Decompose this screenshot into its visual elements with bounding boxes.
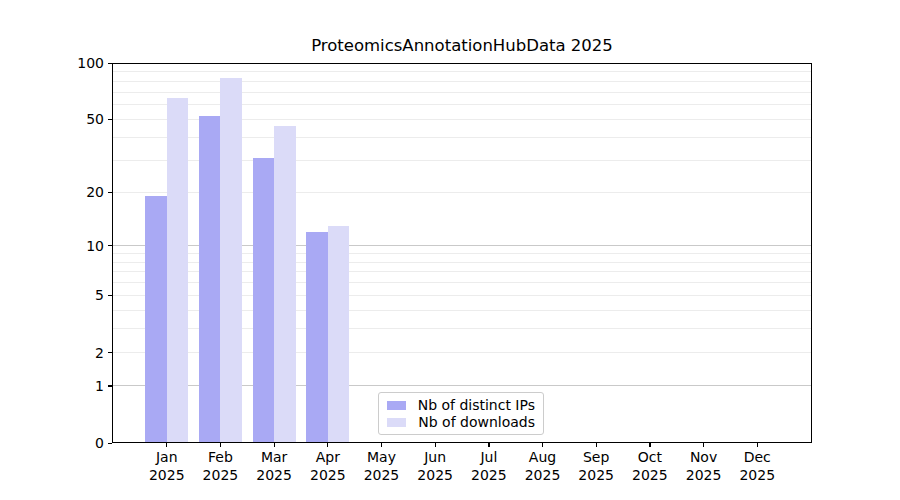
legend: Nb of distinct IPs Nb of downloads bbox=[378, 392, 544, 435]
y-tick-50 bbox=[108, 119, 112, 120]
x-tick-dec-2025 bbox=[757, 443, 758, 447]
legend-swatch-distinct-ips bbox=[387, 401, 406, 410]
x-tick-oct-2025 bbox=[649, 443, 650, 447]
legend-label-downloads: Nb of downloads bbox=[418, 415, 535, 430]
y-tick-label-5: 5 bbox=[54, 287, 104, 303]
y-tick-2 bbox=[108, 352, 112, 353]
y-tick-20 bbox=[108, 192, 112, 193]
y-tick-label-50: 50 bbox=[54, 111, 104, 127]
gridline-80 bbox=[112, 81, 812, 82]
download-stats-chart: ProteomicsAnnotationHubData 2025 0 1 2 5 10 2… bbox=[0, 0, 900, 500]
y-tick-label-20: 20 bbox=[54, 184, 104, 200]
bar-nb-of-distinct-ips-mar-2025 bbox=[253, 158, 274, 443]
x-tick-aug-2025 bbox=[542, 443, 543, 447]
bar-nb-of-downloads-apr-2025 bbox=[328, 226, 349, 443]
gridline-100 bbox=[112, 63, 812, 64]
gridline-90 bbox=[112, 71, 812, 72]
y-tick-label-100: 100 bbox=[54, 55, 104, 71]
y-tick-1 bbox=[108, 385, 112, 386]
x-tick-jan-2025 bbox=[166, 443, 167, 447]
x-tick-apr-2025 bbox=[327, 443, 328, 447]
gridline-70 bbox=[112, 92, 812, 93]
bar-nb-of-distinct-ips-feb-2025 bbox=[199, 116, 220, 443]
y-tick-label-0: 0 bbox=[54, 435, 104, 451]
x-tick-sep-2025 bbox=[596, 443, 597, 447]
x-tick-jul-2025 bbox=[488, 443, 489, 447]
x-tick-label-dec-2025: Dec 2025 bbox=[725, 449, 789, 484]
y-tick-label-2: 2 bbox=[54, 345, 104, 361]
bar-nb-of-downloads-feb-2025 bbox=[220, 78, 241, 443]
y-tick-label-1: 1 bbox=[54, 378, 104, 394]
x-tick-nov-2025 bbox=[703, 443, 704, 447]
bar-nb-of-downloads-mar-2025 bbox=[274, 126, 295, 443]
chart-title: ProteomicsAnnotationHubData 2025 bbox=[112, 36, 812, 55]
legend-label-distinct-ips: Nb of distinct IPs bbox=[418, 398, 535, 413]
x-tick-may-2025 bbox=[381, 443, 382, 447]
legend-entry-distinct-ips: Nb of distinct IPs bbox=[387, 398, 535, 413]
y-tick-label-10: 10 bbox=[54, 238, 104, 254]
gridline-60 bbox=[112, 104, 812, 105]
y-tick-5 bbox=[108, 295, 112, 296]
legend-entry-downloads: Nb of downloads bbox=[387, 415, 535, 430]
y-tick-100 bbox=[108, 63, 112, 64]
x-tick-mar-2025 bbox=[274, 443, 275, 447]
y-tick-0 bbox=[108, 443, 112, 444]
x-tick-jun-2025 bbox=[435, 443, 436, 447]
y-tick-10 bbox=[108, 245, 112, 246]
bar-nb-of-distinct-ips-apr-2025 bbox=[306, 232, 327, 443]
x-tick-feb-2025 bbox=[220, 443, 221, 447]
legend-swatch-downloads bbox=[387, 418, 406, 427]
bar-nb-of-distinct-ips-jan-2025 bbox=[145, 196, 166, 443]
bar-nb-of-downloads-jan-2025 bbox=[167, 98, 188, 443]
